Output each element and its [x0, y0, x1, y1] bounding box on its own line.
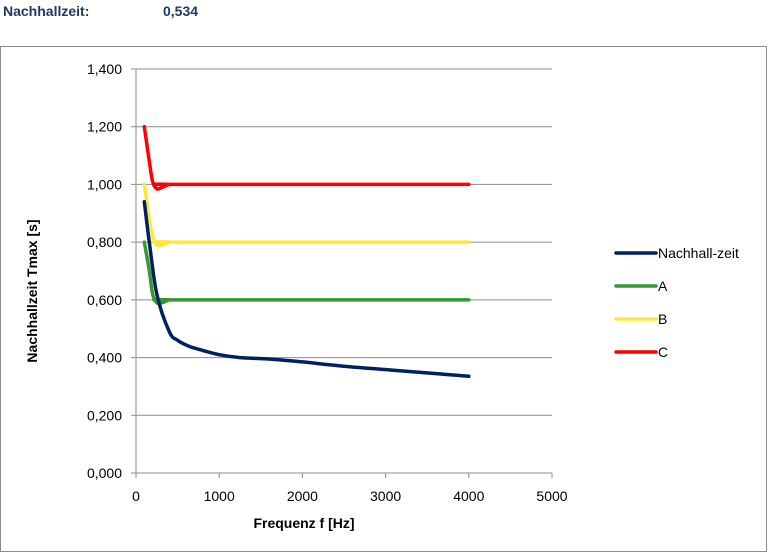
x-axis-title: Frequenz f [Hz]: [253, 515, 354, 531]
series-line-3: [142, 124, 471, 191]
x-tick-label-3: 3000: [370, 488, 401, 504]
y-tick-label-4: 0,800: [87, 234, 122, 250]
y-tick-label-3: 0,600: [87, 292, 122, 308]
reverb-time-label: Nachhallzeit:: [3, 3, 90, 19]
series-layer: [142, 124, 471, 379]
y-tick-label-1: 0,200: [87, 407, 122, 423]
x-tick-label-5: 5000: [536, 488, 567, 504]
x-tick-label-4: 4000: [453, 488, 484, 504]
x-tick-label-1: 1000: [204, 488, 235, 504]
legend-label-2: B: [658, 311, 667, 327]
axis-layer: 0,000 0,200 0,400 0,600 0,800 1,000 1,200 1,400…: [87, 61, 568, 504]
reverb-time-value: 0,534: [163, 3, 199, 19]
y-tick-label-0: 0,000: [87, 465, 122, 481]
y-tick-label-6: 1,200: [87, 119, 122, 135]
chart-frame: 0,000 0,200 0,400 0,600 0,800 1,000 1,200 1,400…: [0, 46, 767, 552]
y-axis-title: Nachhallzeit Tmax [s]: [24, 219, 40, 362]
legend: Nachhall-zeit A B C: [614, 245, 739, 360]
series-line-2: [142, 182, 471, 248]
y-tick-label-7: 1,400: [87, 61, 122, 77]
reverb-chart: 0,000 0,200 0,400 0,600 0,800 1,000 1,200 1,400…: [24, 61, 739, 531]
grid-layer: [131, 68, 552, 474]
legend-label-3: C: [658, 344, 668, 360]
legend-label-1: A: [658, 278, 668, 294]
legend-label-0: Nachhall-zeit: [658, 245, 739, 261]
x-tick-label-0: 0: [132, 488, 140, 504]
y-tick-label-2: 0,400: [87, 350, 122, 366]
x-tick-label-2: 2000: [287, 488, 318, 504]
series-line-0: [142, 199, 471, 379]
series-line-1: [142, 240, 471, 306]
y-tick-label-5: 1,000: [87, 176, 122, 192]
header-bar: Nachhallzeit: 0,534: [0, 0, 769, 40]
